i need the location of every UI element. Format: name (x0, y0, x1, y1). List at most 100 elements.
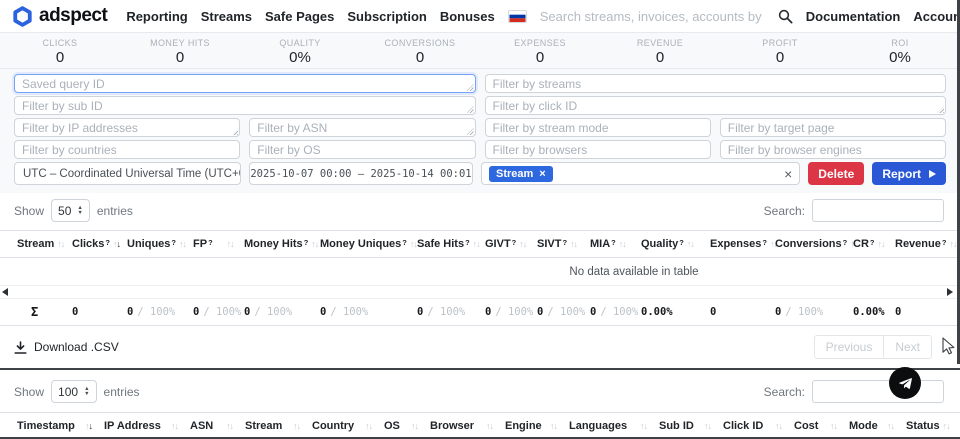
col-cr[interactable]: CR? (853, 238, 895, 251)
filter-countries-input[interactable] (14, 140, 241, 159)
col-money-hits[interactable]: Money Hits? (244, 238, 320, 251)
col-timestamp[interactable]: Timestamp (17, 420, 104, 432)
delete-button[interactable]: Delete (808, 162, 865, 185)
next-page-button[interactable]: Next (883, 335, 932, 359)
link-documentation[interactable]: Documentation (805, 8, 901, 24)
download-csv-label: Download .CSV (34, 340, 119, 354)
filter-os-input[interactable] (249, 140, 476, 159)
filter-stream-mode-input[interactable] (484, 118, 711, 137)
table1-empty-row: No data available in table (0, 258, 960, 286)
table2-page-size-select[interactable]: 100 (51, 380, 97, 403)
col-money-uniques[interactable]: Money Uniques? (320, 238, 417, 251)
stat-clicks: CLICKS 0 (0, 33, 120, 68)
col-stream[interactable]: Stream (245, 420, 312, 432)
totals-expenses: 0 (710, 306, 717, 318)
table1-page-size-group: Show 50 entries (14, 199, 133, 222)
filter-asn-input[interactable] (249, 118, 476, 137)
nav-reporting[interactable]: Reporting (126, 8, 188, 24)
col-browser[interactable]: Browser (430, 420, 505, 432)
filter-target-page-input[interactable] (719, 118, 946, 137)
table1-footer: Download .CSV Previous Next (0, 326, 960, 368)
col-givt[interactable]: GIVT? (485, 238, 537, 251)
col-country[interactable]: Country (312, 420, 384, 432)
stat-label: REVENUE (636, 37, 684, 48)
filter-streams-input[interactable] (484, 74, 946, 93)
sort-icon (830, 421, 837, 431)
clicks-table-section: Show 100 entries Search: Timestamp IP Ad… (0, 370, 960, 439)
date-range-input[interactable] (249, 162, 473, 185)
table1-page-size-select[interactable]: 50 (51, 199, 90, 222)
col-sivt[interactable]: SIVT? (537, 238, 590, 251)
col-ip-address[interactable]: IP Address (104, 420, 190, 432)
telegram-support-button[interactable] (889, 367, 921, 399)
table1-pagination: Previous Next (813, 335, 932, 359)
group-by-tags-input[interactable]: Stream (481, 162, 801, 185)
tag-label: Stream (496, 167, 534, 180)
filter-click-id-input[interactable] (484, 96, 946, 115)
table1-horizontal-scrollbar[interactable] (0, 286, 960, 298)
table1-search-input[interactable] (812, 199, 944, 222)
filter-sub-id-input[interactable] (14, 96, 476, 115)
timezone-select[interactable]: UTC – Coordinated Universal Time (UTC+0) (14, 162, 241, 185)
nav-subscription[interactable]: Subscription (347, 8, 427, 24)
stat-value: 0 (175, 48, 185, 66)
entries-label: entries (96, 203, 133, 218)
section-divider (0, 368, 960, 370)
global-search-input[interactable] (539, 8, 765, 24)
col-engine[interactable]: Engine (505, 420, 569, 432)
col-mode[interactable]: Mode (849, 420, 906, 432)
search-icon[interactable] (778, 9, 793, 24)
link-account[interactable]: Account (913, 8, 960, 24)
tag-remove-icon[interactable] (539, 168, 545, 180)
col-safe-hits[interactable]: Safe Hits? (417, 238, 485, 251)
col-cost[interactable]: Cost (794, 420, 849, 432)
col-status[interactable]: Status (906, 420, 954, 432)
totals-conversions: 0/ 100% (775, 306, 824, 318)
col-fp[interactable]: FP? (193, 238, 244, 251)
vertical-scrollbar[interactable] (957, 0, 960, 364)
table2-controls: Show 100 entries Search: (0, 370, 960, 407)
col-clicks[interactable]: Clicks? (72, 238, 127, 251)
stat-profit: PROFIT 0 (720, 33, 840, 68)
show-label: Show (14, 203, 45, 218)
sort-icon (550, 421, 557, 431)
stat-label: QUALITY (279, 37, 321, 48)
sort-icon (519, 239, 526, 249)
empty-table-message: No data available in table (569, 265, 699, 278)
previous-page-button[interactable]: Previous (813, 335, 885, 359)
col-expenses[interactable]: Expenses? (710, 238, 775, 251)
russian-flag-icon[interactable] (507, 9, 527, 23)
hexagon-logo-icon (13, 5, 32, 27)
col-mia[interactable]: MIA? (590, 238, 641, 251)
download-csv-button[interactable]: Download .CSV (14, 340, 119, 354)
col-sub-id[interactable]: Sub ID (659, 420, 723, 432)
adspect-logo[interactable]: adspect (12, 5, 108, 27)
saved-query-id-input[interactable] (14, 74, 476, 93)
col-uniques[interactable]: Uniques? (127, 238, 193, 251)
nav-safe-pages[interactable]: Safe Pages (265, 8, 335, 24)
filter-ip-addresses-input[interactable] (14, 118, 241, 137)
filter-browser-engines-input[interactable] (719, 140, 946, 159)
filter-browsers-input[interactable] (484, 140, 711, 159)
nav-bonuses[interactable]: Bonuses (439, 8, 495, 24)
stat-conversions: CONVERSIONS 0 (360, 33, 480, 68)
clear-tags-icon[interactable] (784, 167, 792, 181)
scroll-left-icon[interactable] (2, 288, 8, 296)
totals-sigma: Σ (31, 305, 39, 319)
col-revenue[interactable]: Revenue? (895, 238, 946, 251)
col-conversions[interactable]: Conversions? (775, 238, 853, 251)
scroll-right-icon[interactable] (947, 288, 953, 296)
nav-streams[interactable]: Streams (200, 8, 253, 24)
col-asn[interactable]: ASN (190, 420, 245, 432)
col-click-id[interactable]: Click ID (723, 420, 794, 432)
col-languages[interactable]: Languages (569, 420, 659, 432)
summary-table-section: Show 50 entries Search: Stream Clicks? U… (0, 193, 960, 368)
group-by-tag-stream[interactable]: Stream (489, 165, 553, 182)
totals-safe-hits: 0/ 100% (417, 306, 466, 318)
col-stream[interactable]: Stream (17, 238, 72, 250)
table2-search-input[interactable] (812, 380, 944, 403)
col-os[interactable]: OS (384, 420, 430, 432)
col-quality[interactable]: Quality? (641, 238, 710, 251)
report-button[interactable]: Report (872, 162, 946, 185)
